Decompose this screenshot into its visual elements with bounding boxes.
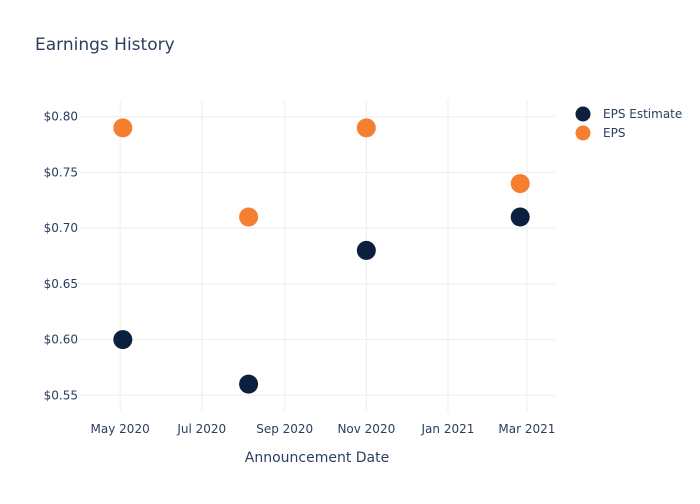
legend-marker-0[interactable]: [575, 106, 591, 122]
data-point-0[interactable]: [113, 330, 133, 350]
data-point-1[interactable]: [356, 118, 376, 138]
y-tick-label: $0.65: [44, 277, 78, 291]
x-tick-label: May 2020: [91, 422, 150, 436]
data-point-0[interactable]: [510, 207, 530, 227]
x-tick-label: Mar 2021: [498, 422, 555, 436]
x-tick-label: Sep 2020: [256, 422, 313, 436]
data-point-1[interactable]: [113, 118, 133, 138]
data-point-1[interactable]: [510, 174, 530, 194]
y-axis-ticks: $0.55 $0.60 $0.65 $0.70 $0.75 $0.80: [44, 110, 78, 403]
data-point-1[interactable]: [239, 207, 259, 227]
x-axis-ticks: May 2020 Jul 2020 Sep 2020 Nov 2020 Jan 2021…: [91, 422, 556, 436]
x-axis-title: Announcement Date: [245, 450, 389, 466]
chart-title: Earnings History: [35, 35, 175, 55]
grid-layer: [80, 100, 555, 412]
legend-label-1[interactable]: EPS: [603, 126, 625, 140]
data-point-0[interactable]: [239, 374, 259, 394]
x-tick-label: Jan 2021: [421, 422, 475, 436]
data-point-0[interactable]: [356, 240, 376, 260]
legend-label-0[interactable]: EPS Estimate: [603, 107, 682, 121]
data-points: [113, 118, 530, 394]
y-tick-label: $0.75: [44, 165, 78, 179]
y-tick-label: $0.80: [44, 110, 78, 124]
y-tick-label: $0.70: [44, 221, 78, 235]
legend-marker-1[interactable]: [575, 125, 591, 141]
x-tick-label: Jul 2020: [176, 422, 226, 436]
y-tick-label: $0.55: [44, 388, 78, 402]
y-tick-label: $0.60: [44, 333, 78, 347]
x-tick-label: Nov 2020: [337, 422, 395, 436]
legend[interactable]: EPS Estimate EPS: [575, 106, 683, 141]
